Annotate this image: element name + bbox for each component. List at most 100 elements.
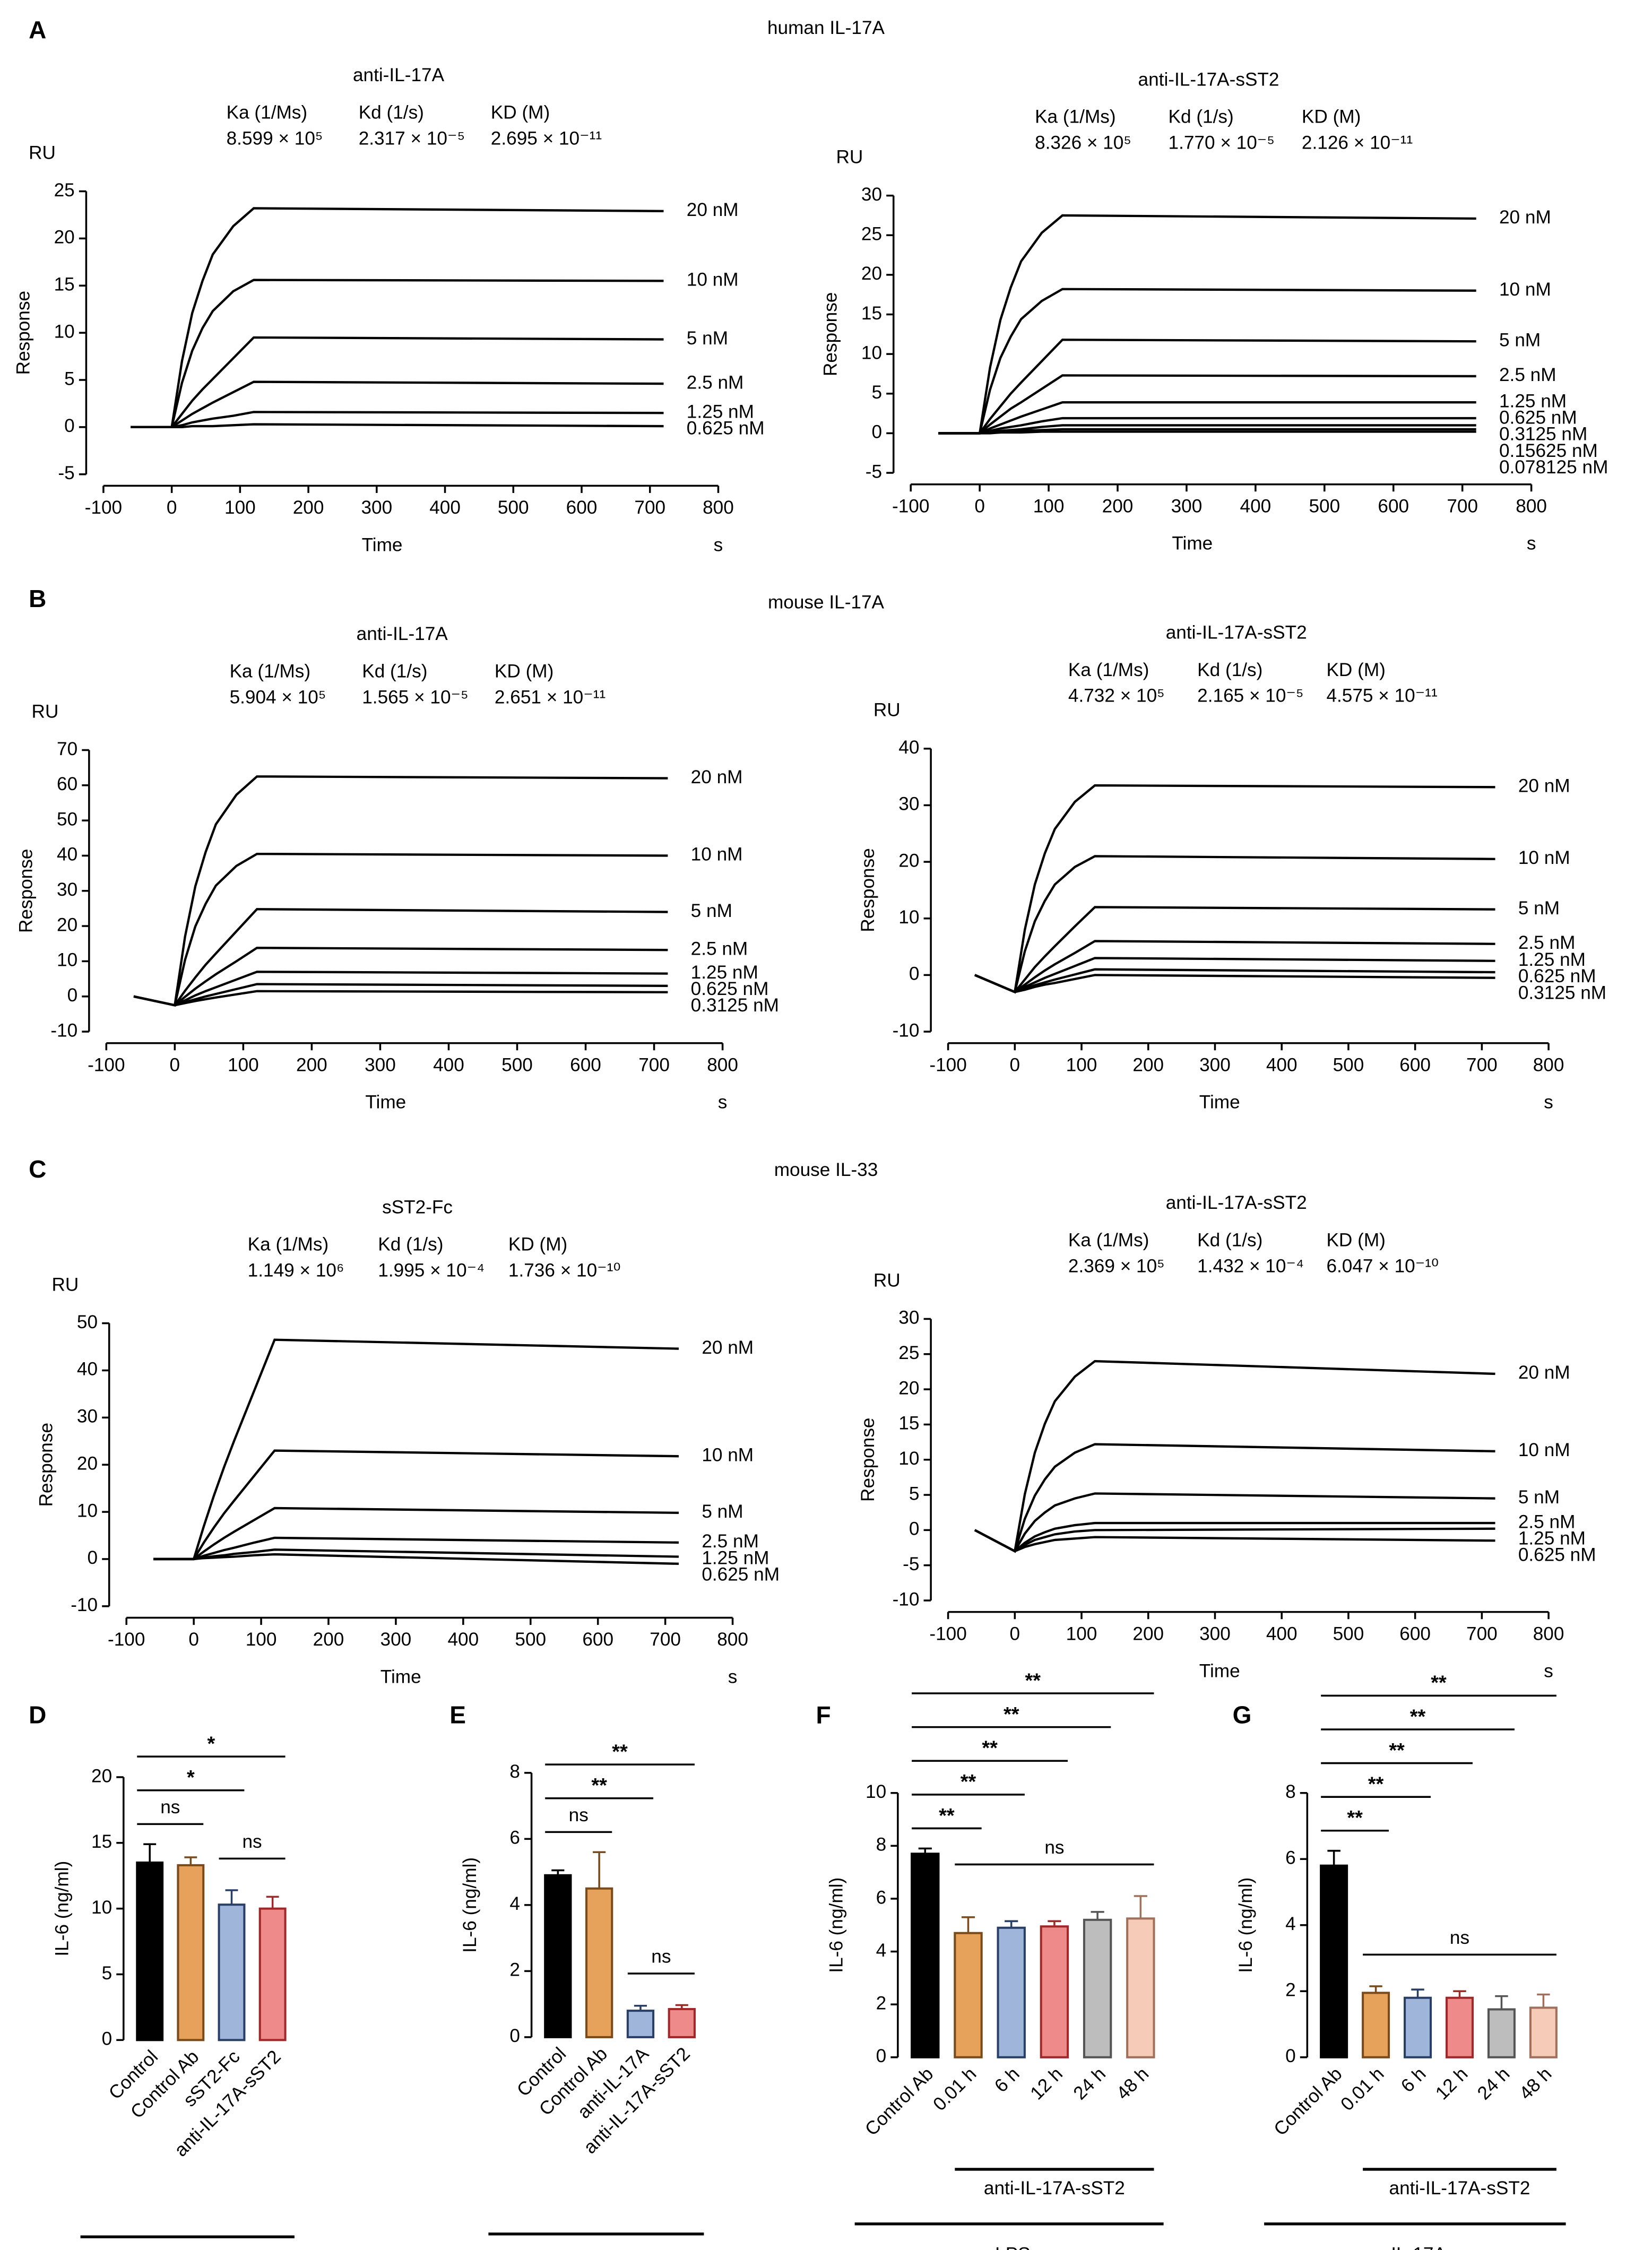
bar [997,1926,1026,2058]
error-bar [1411,1988,1424,1998]
y-tick-label: 15 [861,303,882,324]
kinetics-header: Ka (1/Ms) [1035,107,1116,127]
y-tick-label: 40 [57,844,77,865]
x-tick-label: 400 [1240,496,1272,516]
kinetics-header: Kd (1/s) [378,1234,443,1255]
kinetics-value: 4.575 × 10⁻¹¹ [1326,686,1437,706]
significance-label: ns [242,1831,262,1852]
y-tick-label: 50 [77,1312,98,1332]
kinetics-value: 2.126 × 10⁻¹¹ [1302,132,1413,153]
series-label: 0.625 nM [687,418,765,439]
x-tick-label: 800 [1533,1054,1564,1075]
y-axis-label: IL-6 (ng/ml) [51,1861,72,1957]
x-tick-label: 600 [566,497,598,518]
series-line [153,1338,679,1561]
y-axis-label: IL-6 (ng/ml) [1235,1877,1256,1973]
kinetics-header: Kd (1/s) [1169,107,1234,127]
y-tick-label: 10 [91,1897,112,1918]
x-tick-label: 200 [1102,496,1134,516]
y-tick-label: 25 [54,180,75,201]
series-label: 0.625 nM [702,1564,780,1585]
y-axis-label: Response [36,1423,57,1507]
kinetics-value: 1.995 × 10⁻⁴ [378,1260,485,1280]
kinetics-header: Ka (1/Ms) [230,661,311,682]
error-bar [918,1847,932,1854]
x-unit: s [1544,1092,1553,1113]
y-tick-label: -10 [71,1595,98,1615]
series-line [938,288,1476,435]
x-tick-label: 100 [1066,1054,1097,1075]
series-label: 20 nM [702,1337,754,1358]
y-tick-label: 8 [1285,1781,1296,1802]
error-bar [634,2005,647,2011]
y-tick-label: 8 [876,1834,887,1855]
x-tick-label: 200 [293,497,324,518]
series-label: 1.25 nM [702,1547,769,1568]
kinetics-header: KD (M) [1326,660,1385,680]
section-title: human IL-17A [767,18,885,38]
kinetics-value: 6.047 × 10⁻¹⁰ [1326,1256,1439,1276]
series-label: 20 nM [1499,207,1551,228]
series-line [131,207,664,429]
chart-title: sST2-Fc [382,1197,453,1217]
error-bar [1327,1849,1340,1866]
significance-label: ns [569,1805,589,1825]
kinetics-header: KD (M) [1326,1230,1385,1251]
series-label: 1.25 nM [1518,949,1586,970]
series-label: 10 nM [1518,847,1570,868]
series-line [938,214,1476,435]
x-tick-label: 300 [365,1054,396,1075]
x-tick-label: 500 [515,1629,546,1650]
kinetics-value: 2.317 × 10⁻⁵ [359,128,465,149]
y-tick-label: -10 [893,1020,920,1041]
bar [668,2007,696,2038]
x-tick-label: 800 [1533,1623,1564,1644]
series-label: 2.5 nM [1518,1511,1576,1532]
series-line [974,974,1495,993]
kinetics-header: Kd (1/s) [362,661,427,682]
series-line [938,374,1476,435]
y-tick-label: 70 [57,739,77,759]
significance-label: ns [1450,1927,1469,1948]
x-tick-label: 100 [246,1629,277,1650]
x-tick-label: 100 [1033,496,1065,516]
bar [626,2010,655,2038]
y-tick-label: 40 [898,737,919,758]
x-tick-label: 300 [380,1629,412,1650]
y-axis-label: IL-6 (ng/ml) [826,1877,846,1973]
y-unit: RU [836,147,863,168]
x-tick-label: 500 [501,1054,533,1075]
y-tick-label: -10 [893,1589,920,1609]
y-tick-label: 30 [898,794,919,815]
series-label: 1.25 nM [1518,1528,1586,1549]
x-tick-label: 100 [228,1054,259,1075]
x-tick-label: 200 [1132,1054,1164,1075]
bar [258,1907,287,2041]
significance-label: ** [939,1805,955,1827]
bar [1320,1864,1348,2058]
series-line [974,1360,1495,1553]
x-axis-label: Time [380,1666,421,1687]
significance-label: ns [160,1797,180,1818]
kinetics-value: 1.149 × 10⁶ [248,1260,344,1280]
x-tick-label: 100 [1066,1623,1097,1644]
y-tick-label: -5 [866,461,882,482]
kinetics-value: 2.651 × 10⁻¹¹ [495,687,606,707]
condition-label: LPS [995,2244,1031,2250]
series-label: 0.15625 nM [1499,440,1598,461]
section-letter: A [29,16,46,44]
kinetics-value: 1.432 × 10⁻⁴ [1197,1256,1304,1276]
x-tick-label: 400 [1266,1054,1298,1075]
y-axis-label: Response [16,849,37,933]
y-tick-label: 0 [67,985,78,1006]
x-unit: s [714,534,723,555]
x-tick-label: -100 [108,1629,145,1650]
x-tick-label: 200 [296,1054,327,1075]
y-tick-label: 40 [77,1359,98,1380]
series-line [153,1553,679,1565]
kinetics-value: 1.736 × 10⁻¹⁰ [508,1260,621,1280]
y-tick-label: 0 [876,2046,887,2066]
y-tick-label: -10 [50,1020,77,1041]
section-title: mouse IL-17A [768,592,885,613]
error-bar [1369,1985,1382,1993]
